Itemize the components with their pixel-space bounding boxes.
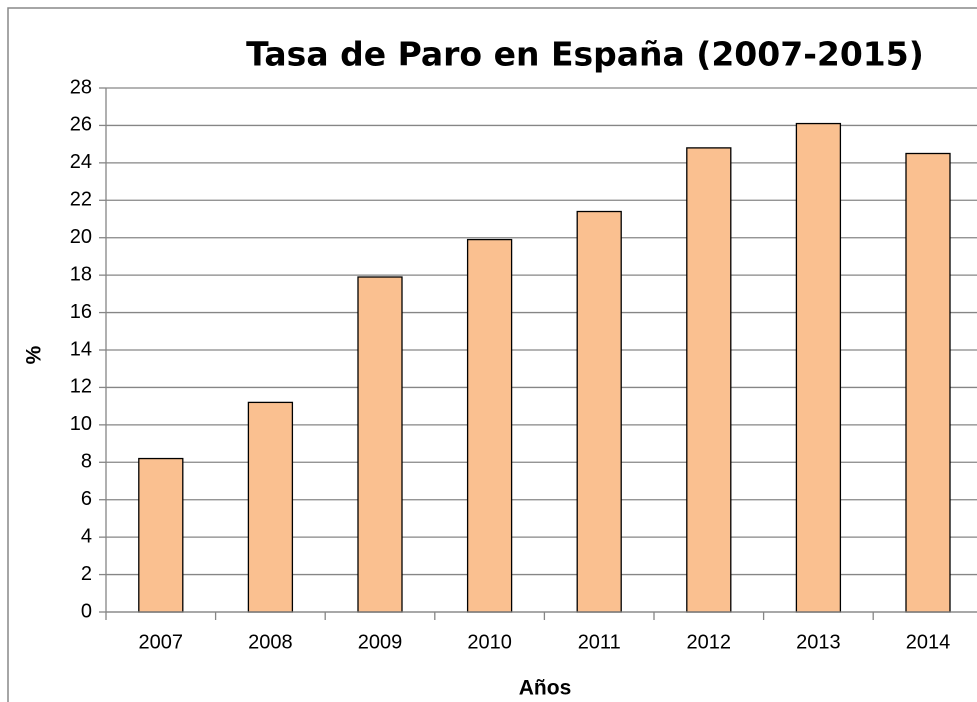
y-tick-label: 18	[70, 263, 92, 285]
bar	[247, 401, 294, 613]
bar	[466, 238, 513, 613]
bar	[357, 276, 403, 613]
y-tick-label: 6	[81, 488, 92, 510]
y-tick-label: 14	[70, 338, 92, 360]
chart-frame	[7, 7, 977, 702]
x-tick-label: 2014	[906, 631, 951, 653]
y-tick-label: 0	[81, 600, 92, 622]
y-tick-label: 22	[70, 189, 92, 211]
x-tick-label: 2012	[687, 631, 732, 653]
bar	[686, 147, 732, 613]
chart-title: Tasa de Paro en España (2007-2015)	[246, 35, 924, 74]
x-tick-label: 2011	[578, 631, 621, 653]
x-axis-title: Años	[519, 677, 572, 700]
x-tick-label: 2009	[358, 631, 403, 653]
x-tick-label: 2010	[467, 631, 512, 653]
y-tick-label: 20	[70, 226, 92, 248]
bar	[138, 457, 184, 613]
bar	[576, 210, 622, 613]
y-tick-label: 8	[81, 451, 92, 473]
x-tick-label: 2013	[796, 631, 841, 653]
x-tick-label: 2007	[139, 631, 184, 653]
y-tick-label: 26	[70, 114, 92, 136]
bar	[905, 152, 951, 613]
y-axis-title: %	[23, 345, 46, 364]
y-tick-label: 10	[70, 413, 92, 435]
y-tick-label: 24	[70, 151, 92, 173]
y-tick-label: 28	[70, 76, 92, 98]
y-tick-label: 4	[81, 525, 92, 547]
x-tick-label: 2008	[248, 631, 293, 653]
y-tick-label: 16	[70, 301, 92, 323]
bar	[795, 122, 842, 613]
y-tick-label: 12	[70, 376, 92, 398]
y-tick-label: 2	[81, 563, 92, 585]
